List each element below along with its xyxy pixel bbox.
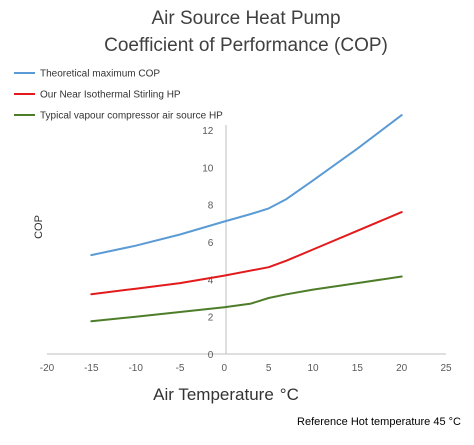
y-tick-label: 8: [208, 201, 214, 212]
legend-item-2: Our Near Isothermal Stirling HP: [14, 90, 181, 101]
y-tick-label: 0: [208, 350, 214, 361]
x-tick-label: -10: [128, 363, 143, 374]
series-line-3: [90, 275, 403, 323]
y-tick-label: 4: [208, 275, 214, 286]
x-tick-label: 20: [396, 363, 408, 374]
x-axis-label-unit: °C: [280, 385, 299, 404]
y-axis-label: COP: [33, 215, 45, 239]
chart-title-line1: Air Source Heat Pump: [151, 8, 340, 29]
legend-label: Our Near Isothermal Stirling HP: [40, 90, 181, 101]
y-tick-label: 10: [202, 163, 214, 174]
x-tick-label: 15: [352, 363, 364, 374]
y-tick-label: 6: [208, 238, 214, 249]
x-axis-label: Air Temperature °C: [153, 385, 299, 404]
x-axis-label-text: Air Temperature: [153, 385, 274, 404]
y-tick-labels: 0 2 4 6 8 10 12: [202, 126, 214, 361]
legend-item-1: Theoretical maximum COP: [14, 69, 160, 80]
legend-label: Theoretical maximum COP: [40, 69, 160, 80]
x-tick-labels: -20 -15 -10 -5 0 5 10 15 20 25: [40, 363, 452, 374]
y-tick-label: 12: [202, 126, 214, 137]
x-tick-label: 0: [222, 363, 228, 374]
y-tick-label: 2: [208, 313, 214, 324]
series-line-2: [90, 211, 403, 296]
series-line-1: [90, 114, 403, 257]
x-tick-label: -20: [40, 363, 55, 374]
x-tick-label: 25: [440, 363, 452, 374]
chart-title-line2: Coefficient of Performance (COP): [104, 35, 388, 56]
legend-item-3: Typical vapour compressor air source HP: [14, 111, 223, 122]
x-tick-label: 10: [307, 363, 319, 374]
x-tick-label: -5: [176, 363, 185, 374]
legend-label: Typical vapour compressor air source HP: [40, 111, 223, 122]
x-tick-label: 5: [266, 363, 272, 374]
axes: [47, 125, 446, 355]
series-lines: [90, 114, 403, 323]
legend: Theoretical maximum COP Our Near Isotherm…: [14, 69, 223, 122]
x-tick-label: -15: [84, 363, 99, 374]
reference-note: Reference Hot temperature 45 °C: [297, 416, 461, 428]
